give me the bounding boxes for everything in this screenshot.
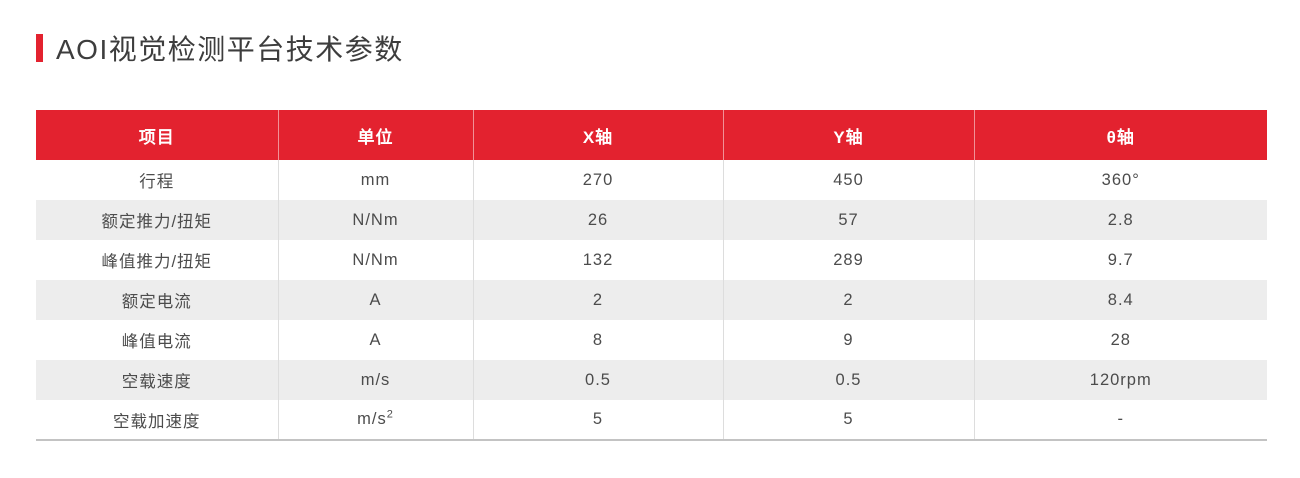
- row-label-cell: 额定推力/扭矩: [36, 200, 278, 240]
- row-label-cell: 空载加速度: [36, 400, 278, 441]
- row-label-cell: 峰值电流: [121, 333, 192, 351]
- table-row: 行程 mm 270 450 360°: [36, 160, 1267, 200]
- value-cell: 0.5: [472, 360, 723, 400]
- value-cell: N/Nm: [277, 240, 473, 280]
- value-cell: 9.7: [973, 240, 1267, 280]
- table-row: 峰值推力/扭矩 N/Nm 132 289 9.7: [36, 240, 1267, 280]
- value-cell: 0.5: [722, 360, 974, 400]
- value-cell: 132: [472, 240, 723, 280]
- value-cell: A: [277, 280, 473, 320]
- value-cell: 8: [472, 320, 723, 360]
- row-label-cell: 空载速度: [36, 360, 278, 400]
- value-cell: 270: [472, 160, 723, 200]
- value-cell: N/Nm: [277, 200, 473, 240]
- spec-table: 项目 单位 X轴 Y轴 θ轴 行程 mm 270 450 360° 额定推力/扭矩 N/Nm…: [36, 110, 1267, 441]
- table-row: 空载加速度 m/s2 5 5-: [36, 400, 1267, 441]
- value-cell: A: [277, 320, 473, 360]
- value-cell: 57: [722, 200, 974, 240]
- table-header-row: 项目 单位 X轴 Y轴 θ轴: [36, 110, 1267, 160]
- value-cell: m/s2: [277, 400, 473, 441]
- value-cell: 28: [973, 320, 1267, 360]
- col-header-y-axis: Y轴: [722, 110, 974, 160]
- row-label-cell: 行程: [139, 173, 175, 191]
- table-row: 额定电流 A 2 2 8.4: [36, 280, 1267, 320]
- value-cell: mm: [277, 160, 473, 200]
- value-cell: m/s: [277, 360, 473, 400]
- value-cell: 2: [472, 280, 723, 320]
- col-header-theta-axis: θ轴: [973, 110, 1267, 160]
- superscript: 2: [386, 408, 394, 421]
- section-header: AOI视觉检测平台技术参数: [36, 28, 404, 68]
- value-cell: 26: [472, 200, 723, 240]
- value-cell: -: [973, 400, 1267, 441]
- value-cell: 360°: [973, 160, 1267, 200]
- value-cell: 8.4: [973, 280, 1267, 320]
- title-accent-bar: [36, 34, 43, 62]
- table-row: 峰值电流 A 8 9 28: [36, 320, 1267, 360]
- table-row: 额定推力/扭矩 N/Nm 26 57 2.8: [36, 200, 1267, 240]
- row-label-cell: 峰值推力/扭矩: [101, 253, 213, 271]
- value-cell: 289: [722, 240, 974, 280]
- col-header-x-axis: X轴: [472, 110, 723, 160]
- value-cell: 5: [722, 400, 974, 441]
- value-cell: 9: [722, 320, 974, 360]
- col-header-unit: 单位: [277, 110, 473, 160]
- table-row: 空载速度 m/s 0.5 0.5 120rpm: [36, 360, 1267, 400]
- table-body: 行程 mm 270 450 360° 额定推力/扭矩 N/Nm 26 57 2.8 峰值推力/扭矩 N…: [36, 160, 1267, 441]
- value-cell: 5: [472, 400, 723, 441]
- page-title: AOI视觉检测平台技术参数: [56, 34, 404, 65]
- row-label-cell: 额定电流: [36, 280, 278, 320]
- value-cell: 450: [722, 160, 974, 200]
- value-cell: 2.8: [973, 200, 1267, 240]
- value-cell: 2: [722, 280, 974, 320]
- col-header-item: 项目: [36, 110, 278, 160]
- value-cell: 120rpm: [973, 360, 1267, 400]
